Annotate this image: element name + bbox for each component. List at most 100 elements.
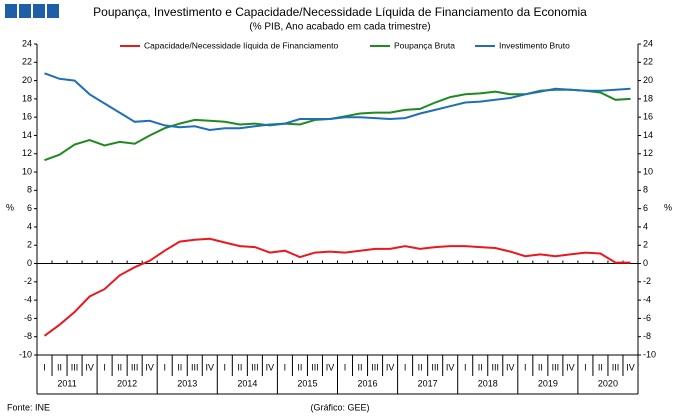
y2-tick-label: 10 — [643, 166, 653, 176]
y2-tick-label: 14 — [643, 130, 653, 140]
x-tick-label: II — [478, 362, 483, 372]
year-label: 2013 — [177, 378, 197, 388]
x-tick-label: II — [538, 362, 543, 372]
x-tick-label: III — [431, 362, 439, 372]
y2-tick-label: 4 — [643, 221, 648, 231]
y2-tick-label: 12 — [643, 148, 653, 158]
y-tick-label: 12 — [22, 148, 32, 158]
y2-tick-label: 20 — [643, 75, 653, 85]
x-tick-label: I — [163, 362, 166, 372]
y2-tick-label: 24 — [643, 38, 653, 48]
x-tick-label: III — [552, 362, 560, 372]
x-tick-label: III — [71, 362, 79, 372]
y-tick-label: 20 — [22, 75, 32, 85]
series-line — [44, 88, 631, 162]
x-tick-label: II — [237, 362, 242, 372]
x-tick-label: IV — [566, 362, 575, 372]
series-line — [44, 72, 631, 132]
x-tick-label: II — [598, 362, 603, 372]
year-label: 2015 — [297, 378, 317, 388]
y-tick-label: 22 — [22, 57, 32, 67]
y2-tick-label: 8 — [643, 185, 648, 195]
y-tick-label: 10 — [22, 166, 32, 176]
y-tick-label: 8 — [27, 185, 32, 195]
logo — [5, 4, 59, 18]
y-tick-label: 6 — [27, 203, 32, 213]
year-label: 2017 — [418, 378, 438, 388]
x-tick-label: I — [43, 362, 46, 372]
y2-tick-label: -2 — [643, 276, 651, 286]
y-tick-label: 16 — [22, 112, 32, 122]
y-tick-label: -10 — [19, 349, 32, 359]
y2-tick-label: 6 — [643, 203, 648, 213]
x-tick-label: I — [344, 362, 347, 372]
chart-subtitle: (% PIB, Ano acabado em cada trimestre) — [249, 22, 430, 33]
x-tick-label: IV — [446, 362, 455, 372]
y-tick-label: -6 — [24, 313, 32, 323]
x-tick-label: III — [131, 362, 139, 372]
y-tick-label: 18 — [22, 93, 32, 103]
legend-label: Poupança Bruta — [394, 40, 455, 50]
year-label: 2020 — [598, 378, 618, 388]
x-tick-label: IV — [326, 362, 335, 372]
x-tick-label: II — [57, 362, 62, 372]
y2-tick-label: 2 — [643, 240, 648, 250]
x-tick-label: II — [177, 362, 182, 372]
x-tick-label: I — [103, 362, 106, 372]
y2-tick-label: -6 — [643, 313, 651, 323]
y-tick-label: -4 — [24, 294, 32, 304]
y2-tick-label: -10 — [643, 349, 656, 359]
x-tick-label: I — [284, 362, 287, 372]
year-label: 2019 — [538, 378, 558, 388]
x-tick-label: IV — [206, 362, 215, 372]
x-tick-label: I — [524, 362, 527, 372]
x-tick-label: III — [371, 362, 379, 372]
x-tick-label: II — [418, 362, 423, 372]
credit: (Gráfico: GEE) — [310, 402, 369, 412]
y2-tick-label: 16 — [643, 112, 653, 122]
year-label: 2011 — [57, 378, 76, 388]
y-axis-label: % — [6, 202, 14, 212]
x-tick-label: IV — [85, 362, 94, 372]
x-tick-label: I — [464, 362, 467, 372]
y2-tick-label: -4 — [643, 294, 651, 304]
y2-axis-label: % — [664, 202, 672, 212]
x-tick-label: IV — [386, 362, 395, 372]
x-tick-label: III — [492, 362, 500, 372]
x-tick-label: I — [224, 362, 227, 372]
y-tick-label: 14 — [22, 130, 32, 140]
y2-tick-label: -8 — [643, 331, 651, 341]
series-line — [43, 237, 631, 337]
x-tick-label: III — [191, 362, 199, 372]
year-label: 2012 — [117, 378, 137, 388]
y-tick-label: -8 — [24, 331, 32, 341]
x-tick-label: I — [404, 362, 407, 372]
y2-tick-label: 18 — [643, 93, 653, 103]
x-tick-label: II — [117, 362, 122, 372]
y-tick-label: 24 — [22, 38, 32, 48]
x-tick-label: IV — [145, 362, 154, 372]
x-tick-label: II — [297, 362, 302, 372]
y-tick-label: -2 — [24, 276, 32, 286]
year-label: 2014 — [237, 378, 257, 388]
x-tick-label: III — [251, 362, 259, 372]
x-tick-label: III — [311, 362, 319, 372]
year-label: 2016 — [358, 378, 378, 388]
x-tick-label: IV — [506, 362, 515, 372]
y2-tick-label: 22 — [643, 57, 653, 67]
x-tick-label: II — [358, 362, 363, 372]
x-tick-label: IV — [266, 362, 275, 372]
chart-title: Poupança, Investimento e Capacidade/Nece… — [93, 5, 587, 19]
legend-label: Capacidade/Necessidade líquida de Financ… — [144, 40, 338, 50]
y-tick-label: 4 — [27, 221, 32, 231]
x-tick-label: IV — [626, 362, 635, 372]
source: Fonte: INE — [7, 402, 50, 412]
legend-label: Investimento Bruto — [499, 40, 570, 50]
y-tick-label: 2 — [27, 240, 32, 250]
year-label: 2018 — [478, 378, 498, 388]
x-tick-label: I — [584, 362, 587, 372]
y2-tick-label: 0 — [643, 258, 648, 268]
y-tick-label: 0 — [27, 258, 32, 268]
x-tick-label: III — [612, 362, 620, 372]
